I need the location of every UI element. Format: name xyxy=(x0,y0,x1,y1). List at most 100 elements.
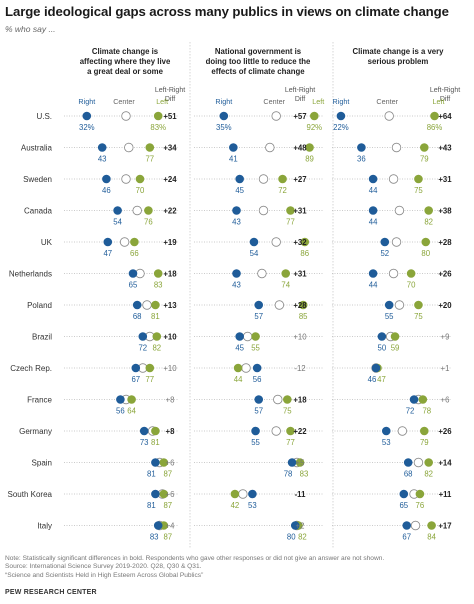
left-dot xyxy=(230,489,240,499)
legend-left-label: Left xyxy=(433,97,445,106)
left-value-label: 77 xyxy=(286,438,295,447)
diff-value: +10 xyxy=(293,333,307,342)
right-dot xyxy=(131,363,141,373)
center-dot xyxy=(258,174,269,184)
right-dot xyxy=(113,206,122,215)
left-dot xyxy=(278,174,287,184)
right-value-label: 41 xyxy=(229,155,238,164)
diff-value: +13 xyxy=(163,301,177,310)
diff-value: +5 xyxy=(296,459,306,468)
right-dot xyxy=(138,332,148,341)
diff-value: +24 xyxy=(163,175,177,184)
left-value-label: 76 xyxy=(416,501,425,510)
diff-value: +4 xyxy=(166,522,176,531)
left-value-label: 77 xyxy=(145,155,154,164)
center-dot xyxy=(413,457,424,468)
right-value-label: 81 xyxy=(147,501,156,510)
left-value-label: 81 xyxy=(151,312,160,321)
right-value-label: 53 xyxy=(382,438,391,447)
right-dot xyxy=(235,332,244,341)
center-dot xyxy=(124,142,134,153)
right-value-label: 46 xyxy=(102,186,111,195)
diff-header: Diff xyxy=(440,96,450,103)
left-value-label: 83% xyxy=(150,123,166,132)
center-dot xyxy=(410,520,421,531)
right-value-label: 57 xyxy=(254,407,263,416)
diff-value: +11 xyxy=(439,490,452,499)
right-value-label: 65 xyxy=(129,281,138,290)
diff-value: +22 xyxy=(293,427,307,436)
right-value-label: 65 xyxy=(399,501,408,510)
right-dot xyxy=(402,521,412,530)
org-name: PEW RESEARCH CENTER xyxy=(5,589,97,596)
left-dot xyxy=(286,426,295,436)
right-dot xyxy=(232,206,241,215)
country-label: Netherlands xyxy=(9,270,52,279)
left-value-label: 59 xyxy=(391,344,400,353)
left-dot xyxy=(419,143,429,152)
diff-header: Left-Right xyxy=(155,87,185,94)
right-value-label: 78 xyxy=(284,470,293,479)
left-value-label: 92% xyxy=(306,123,322,132)
left-dot xyxy=(281,269,291,278)
left-value-label: 87 xyxy=(163,533,172,542)
right-value-label: 35% xyxy=(216,123,232,132)
diff-value: +10 xyxy=(163,333,177,342)
diff-value: +6 xyxy=(166,490,175,499)
center-dot xyxy=(388,268,399,279)
diff-header: Diff xyxy=(165,96,175,103)
left-value-label: 77 xyxy=(145,375,154,384)
left-value-label: 86% xyxy=(427,123,443,132)
right-value-label: 56 xyxy=(116,407,125,416)
right-value-label: 68 xyxy=(404,470,413,479)
left-dot xyxy=(145,363,155,373)
left-value-label: 82 xyxy=(424,218,433,227)
left-dot xyxy=(424,458,433,467)
country-label: U.S. xyxy=(36,112,52,121)
legend-right-label: Right xyxy=(333,97,350,106)
country-label: Czech Rep. xyxy=(10,364,52,373)
left-dot xyxy=(419,426,429,436)
left-value-label: 47 xyxy=(377,375,386,384)
left-dot xyxy=(414,300,423,310)
right-value-label: 52 xyxy=(380,249,389,258)
left-dot xyxy=(159,458,169,467)
left-dot xyxy=(424,206,433,215)
left-dot xyxy=(421,237,431,247)
left-value-label: 89 xyxy=(305,155,314,164)
center-dot xyxy=(258,205,269,216)
panel-title-line: affecting where they live xyxy=(80,57,171,66)
right-value-label: 72 xyxy=(406,407,415,416)
diff-value: +32 xyxy=(293,238,307,247)
right-dot xyxy=(290,521,300,530)
diff-value: +9 xyxy=(441,333,450,342)
center-dot xyxy=(121,111,131,121)
left-dot xyxy=(286,206,295,215)
left-dot xyxy=(153,269,163,278)
diff-value: +18 xyxy=(293,396,307,405)
center-dot xyxy=(242,331,253,342)
right-value-label: 44 xyxy=(369,186,378,195)
left-value-label: 84 xyxy=(427,533,436,542)
right-value-label: 43 xyxy=(232,281,241,290)
right-value-label: 36 xyxy=(357,155,366,164)
diff-value: +38 xyxy=(438,207,452,216)
right-value-label: 55 xyxy=(251,438,260,447)
left-value-label: 75 xyxy=(414,312,423,321)
panel-title-line: serious problem xyxy=(368,57,429,66)
center-dot xyxy=(121,174,131,184)
chart-title: Large ideological gaps across many publi… xyxy=(5,4,449,19)
center-dot xyxy=(391,142,402,153)
right-dot xyxy=(380,237,390,247)
left-dot xyxy=(300,237,310,247)
left-dot xyxy=(283,395,292,404)
diff-value: +2 xyxy=(296,522,305,531)
left-dot xyxy=(418,395,428,404)
center-dot xyxy=(271,237,281,247)
right-dot xyxy=(409,395,419,404)
center-dot xyxy=(132,205,142,216)
left-dot xyxy=(310,111,319,121)
diff-value: +31 xyxy=(438,175,452,184)
legend-center-label: Center xyxy=(376,97,398,106)
